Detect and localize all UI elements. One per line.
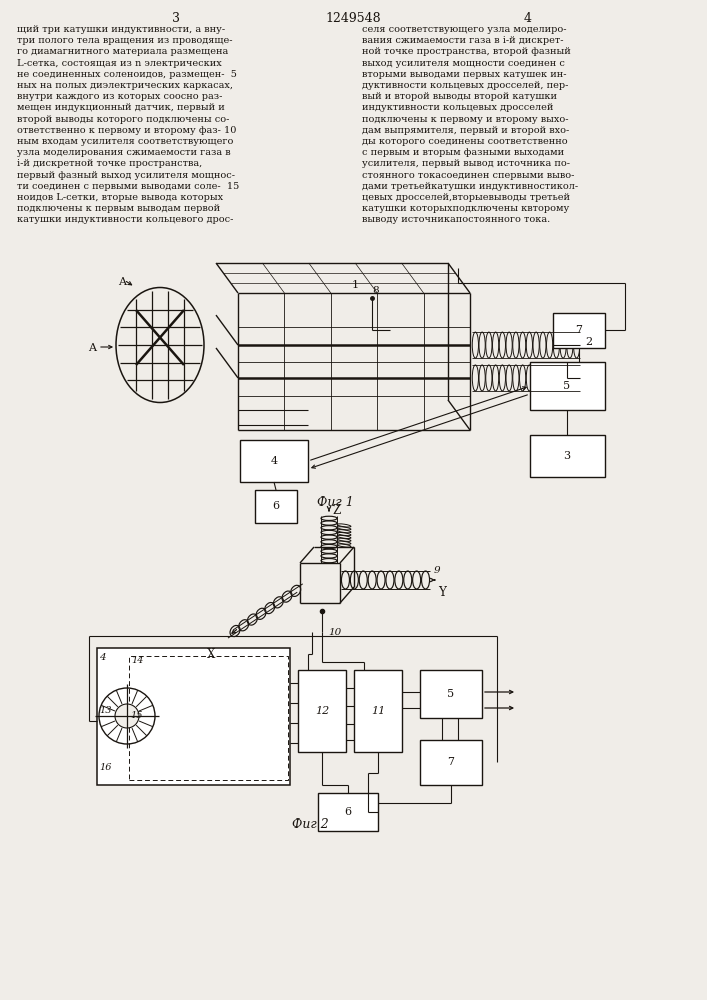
Text: Фиг 1: Фиг 1 xyxy=(317,496,354,509)
Text: 1: 1 xyxy=(351,280,358,290)
Text: 5: 5 xyxy=(448,689,455,699)
Bar xyxy=(298,670,346,752)
Text: Y: Y xyxy=(438,586,446,599)
Text: 8: 8 xyxy=(372,286,379,295)
Text: первый фазный выход усилителя мощнос-: первый фазный выход усилителя мощнос- xyxy=(17,171,235,180)
Text: цевых дросселей,вторыевыводы третьей: цевых дросселей,вторыевыводы третьей xyxy=(362,193,570,202)
Text: L-сетка, состоящая из n электрических: L-сетка, состоящая из n электрических xyxy=(17,59,222,68)
Text: ным входам усилителя соответствующего: ным входам усилителя соответствующего xyxy=(17,137,233,146)
Text: индуктивности кольцевых дросселей: индуктивности кольцевых дросселей xyxy=(362,103,554,112)
Text: ноидов L-сетки, вторые вывода которых: ноидов L-сетки, вторые вывода которых xyxy=(17,193,223,202)
Text: подключены к первому и второму выхо-: подключены к первому и второму выхо- xyxy=(362,115,568,124)
Text: i-й дискретной точке пространства,: i-й дискретной точке пространства, xyxy=(17,159,202,168)
Bar xyxy=(240,440,308,482)
Text: 6: 6 xyxy=(344,807,351,817)
Text: 9: 9 xyxy=(434,566,440,575)
Text: дуктивности кольцевых дросселей, пер-: дуктивности кольцевых дросселей, пер- xyxy=(362,81,568,90)
Text: 4: 4 xyxy=(271,456,278,466)
Text: 10: 10 xyxy=(328,628,341,637)
Text: дам выпрямителя, первый и второй вхо-: дам выпрямителя, первый и второй вхо- xyxy=(362,126,569,135)
Text: с первым и вторым фазными выходами: с первым и вторым фазными выходами xyxy=(362,148,564,157)
Text: ответственно к первому и второму фаз- 10: ответственно к первому и второму фаз- 10 xyxy=(17,126,236,135)
Text: A: A xyxy=(88,343,96,353)
Text: выводу источникапостоянного тока.: выводу источникапостоянного тока. xyxy=(362,215,550,224)
Text: Z: Z xyxy=(332,504,340,517)
Text: 14: 14 xyxy=(131,656,144,665)
Text: ды которого соединены соответственно: ды которого соединены соответственно xyxy=(362,137,568,146)
Bar xyxy=(420,740,482,785)
Text: 13: 13 xyxy=(99,706,112,715)
Text: усилителя, первый вывод источника по-: усилителя, первый вывод источника по- xyxy=(362,159,570,168)
Bar xyxy=(354,670,402,752)
Text: вания сжимаемости газа в i-й дискрет-: вания сжимаемости газа в i-й дискрет- xyxy=(362,36,563,45)
Text: 7: 7 xyxy=(575,325,583,335)
Text: 15: 15 xyxy=(130,711,143,720)
Text: мещен индукционный датчик, первый и: мещен индукционный датчик, первый и xyxy=(17,103,225,112)
Text: 3: 3 xyxy=(563,451,571,461)
Text: три полого тела вращения из проводяще-: три полого тела вращения из проводяще- xyxy=(17,36,233,45)
Text: X: X xyxy=(206,648,215,661)
Text: 4: 4 xyxy=(99,653,105,662)
Text: щий три катушки индуктивности, а вну-: щий три катушки индуктивности, а вну- xyxy=(17,25,225,34)
Text: 11: 11 xyxy=(371,706,385,716)
Text: селя соответствующего узла моделиро-: селя соответствующего узла моделиро- xyxy=(362,25,566,34)
Text: 7: 7 xyxy=(448,757,455,767)
Text: 1249548: 1249548 xyxy=(325,12,381,25)
Text: второй выводы которого подключены со-: второй выводы которого подключены со- xyxy=(17,115,229,124)
Bar xyxy=(129,656,288,780)
Text: ных на полых диэлектрических каркасах,: ных на полых диэлектрических каркасах, xyxy=(17,81,233,90)
Text: дами третьейкатушки индуктивностикол-: дами третьейкатушки индуктивностикол- xyxy=(362,182,578,191)
Text: 16: 16 xyxy=(99,763,112,772)
Bar xyxy=(97,648,290,785)
Text: вый и второй выводы второй катушки: вый и второй выводы второй катушки xyxy=(362,92,557,101)
Text: Фиг 2: Фиг 2 xyxy=(291,818,328,831)
Bar xyxy=(530,362,605,410)
Text: 3: 3 xyxy=(172,12,180,25)
Bar xyxy=(318,793,378,831)
Bar xyxy=(255,490,297,523)
Text: 5: 5 xyxy=(563,381,571,391)
Circle shape xyxy=(115,704,139,728)
Bar xyxy=(530,435,605,477)
Text: ти соединен с первыми выводами соле-  15: ти соединен с первыми выводами соле- 15 xyxy=(17,182,239,191)
Text: A: A xyxy=(118,277,126,287)
Text: подключены к первым выводам первой: подключены к первым выводам первой xyxy=(17,204,220,213)
Text: катушки которыхподключены квторому: катушки которыхподключены квторому xyxy=(362,204,569,213)
Text: стоянного токасоединен спервыми выво-: стоянного токасоединен спервыми выво- xyxy=(362,171,574,180)
Text: го диамагнитного материала размещена: го диамагнитного материала размещена xyxy=(17,47,228,56)
Text: 2: 2 xyxy=(585,337,592,347)
Text: 12: 12 xyxy=(315,706,329,716)
Text: выход усилителя мощности соединен с: выход усилителя мощности соединен с xyxy=(362,59,565,68)
Text: 4: 4 xyxy=(524,12,532,25)
Text: катушки индуктивности кольцевого дрос-: катушки индуктивности кольцевого дрос- xyxy=(17,215,233,224)
Bar xyxy=(420,670,482,718)
Text: не соединенных соленоидов, размещен-  5: не соединенных соленоидов, размещен- 5 xyxy=(17,70,237,79)
Text: узла моделирования сжимаемости газа в: узла моделирования сжимаемости газа в xyxy=(17,148,230,157)
Text: внутри каждого из которых соосно раз-: внутри каждого из которых соосно раз- xyxy=(17,92,223,101)
Bar xyxy=(553,313,605,348)
Text: 6: 6 xyxy=(272,501,279,511)
Text: вторыми выводами первых катушек ин-: вторыми выводами первых катушек ин- xyxy=(362,70,566,79)
Text: ной точке пространства, второй фазный: ной точке пространства, второй фазный xyxy=(362,47,571,56)
